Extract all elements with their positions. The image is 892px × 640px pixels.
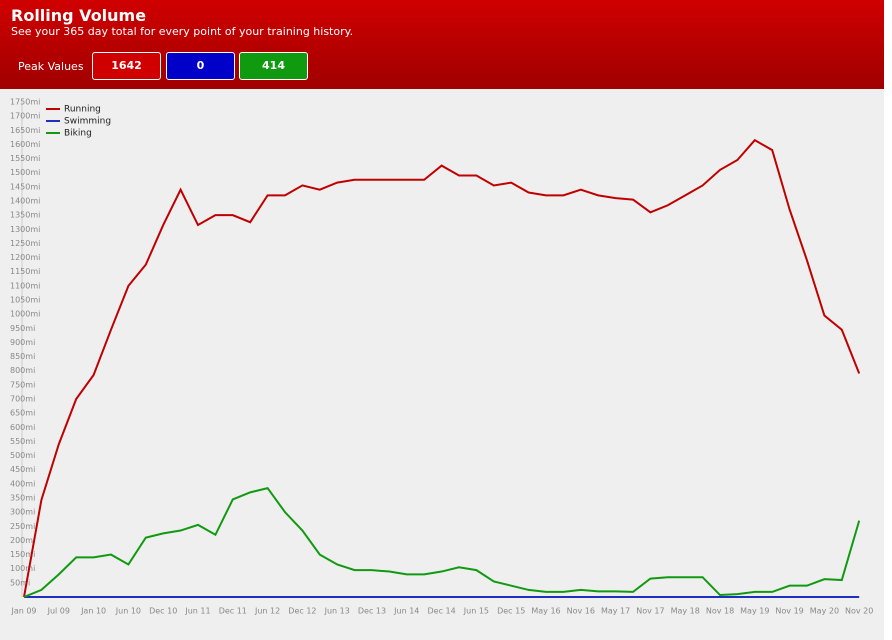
x-tick-label: Nov 20 <box>845 607 873 616</box>
y-tick-label: 450mi <box>10 465 35 474</box>
y-tick-label: 200mi <box>10 536 35 545</box>
y-tick-label: 1100mi <box>10 281 40 290</box>
y-tick-label: 1050mi <box>10 296 40 305</box>
y-tick-label: 150mi <box>10 550 35 559</box>
x-tick-label: Nov 17 <box>636 607 664 616</box>
y-tick-label: 1150mi <box>10 267 40 276</box>
x-tick-label: May 17 <box>601 607 630 616</box>
x-tick-label: Jun 13 <box>324 607 350 616</box>
x-tick-label: Dec 10 <box>149 607 177 616</box>
y-tick-label: 1450mi <box>10 182 40 191</box>
y-tick-label: 1500mi <box>10 168 40 177</box>
y-tick-label: 800mi <box>10 366 35 375</box>
x-tick-label: Jan 10 <box>80 607 106 616</box>
title: Rolling Volume <box>11 6 147 25</box>
y-tick-label: 550mi <box>10 437 35 446</box>
y-tick-label: 1000mi <box>10 310 40 319</box>
y-tick-label: 1550mi <box>10 154 40 163</box>
x-tick-label: Jun 10 <box>115 607 141 616</box>
x-tick-label: Jan 09 <box>10 607 36 616</box>
x-tick-label: Nov 19 <box>775 607 803 616</box>
y-tick-label: 1400mi <box>10 197 40 206</box>
y-tick-label: 400mi <box>10 479 35 488</box>
y-tick-label: 750mi <box>10 380 35 389</box>
peak-label: Peak Values <box>18 60 84 73</box>
y-tick-label: 50mi <box>10 578 30 587</box>
chart: 50mi 100mi 150mi 200mi 250mi 300mi 350mi 400mi 4… <box>0 89 884 640</box>
header: Rolling Volume See your 365 day total fo… <box>0 0 884 89</box>
x-tick-label: Dec 13 <box>358 607 386 616</box>
series-line <box>23 138 861 598</box>
y-tick-label: 1650mi <box>10 126 40 135</box>
x-tick-label: May 20 <box>810 607 839 616</box>
y-tick-label: 1250mi <box>10 239 40 248</box>
x-tick-label: Dec 11 <box>219 607 247 616</box>
x-tick-label: May 16 <box>531 607 560 616</box>
y-tick-label: 600mi <box>10 423 35 432</box>
x-tick-label: Jun 12 <box>254 607 280 616</box>
y-tick-label: 300mi <box>10 508 35 517</box>
peak-biking: 414 <box>239 52 308 80</box>
legend-label: Running <box>64 105 101 115</box>
y-tick-label: 100mi <box>10 564 35 573</box>
y-tick-label: 1750mi <box>10 98 40 107</box>
y-tick-label: 1700mi <box>10 112 40 121</box>
x-tick-label: Dec 14 <box>427 607 455 616</box>
y-tick-label: 1600mi <box>10 140 40 149</box>
x-tick-label: Jun 15 <box>463 607 489 616</box>
series-line <box>23 486 861 598</box>
y-tick-label: 1300mi <box>10 225 40 234</box>
legend-label: Biking <box>64 129 92 139</box>
y-tick-label: 1200mi <box>10 253 40 262</box>
y-tick-label: 950mi <box>10 324 35 333</box>
x-tick-label: Jun 14 <box>393 607 419 616</box>
subtitle: See your 365 day total for every point o… <box>11 25 354 38</box>
peak-swimming: 0 <box>166 52 235 80</box>
x-tick-label: Nov 18 <box>706 607 734 616</box>
x-tick-label: Dec 12 <box>288 607 316 616</box>
y-tick-label: 1350mi <box>10 211 40 220</box>
y-tick-label: 650mi <box>10 409 35 418</box>
x-tick-label: May 18 <box>671 607 700 616</box>
peak-running: 1642 <box>92 52 161 80</box>
y-tick-label: 700mi <box>10 395 35 404</box>
x-tick-label: Dec 15 <box>497 607 525 616</box>
y-tick-label: 500mi <box>10 451 35 460</box>
x-tick-label: Jul 09 <box>47 607 70 616</box>
y-tick-label: 850mi <box>10 352 35 361</box>
x-tick-label: May 19 <box>740 607 769 616</box>
y-tick-label: 900mi <box>10 338 35 347</box>
y-tick-label: 350mi <box>10 494 35 503</box>
plot-background <box>0 89 884 640</box>
legend-label: Swimming <box>64 117 111 127</box>
x-tick-label: Jun 11 <box>184 607 210 616</box>
y-tick-label: 250mi <box>10 522 35 531</box>
x-tick-label: Nov 16 <box>567 607 595 616</box>
